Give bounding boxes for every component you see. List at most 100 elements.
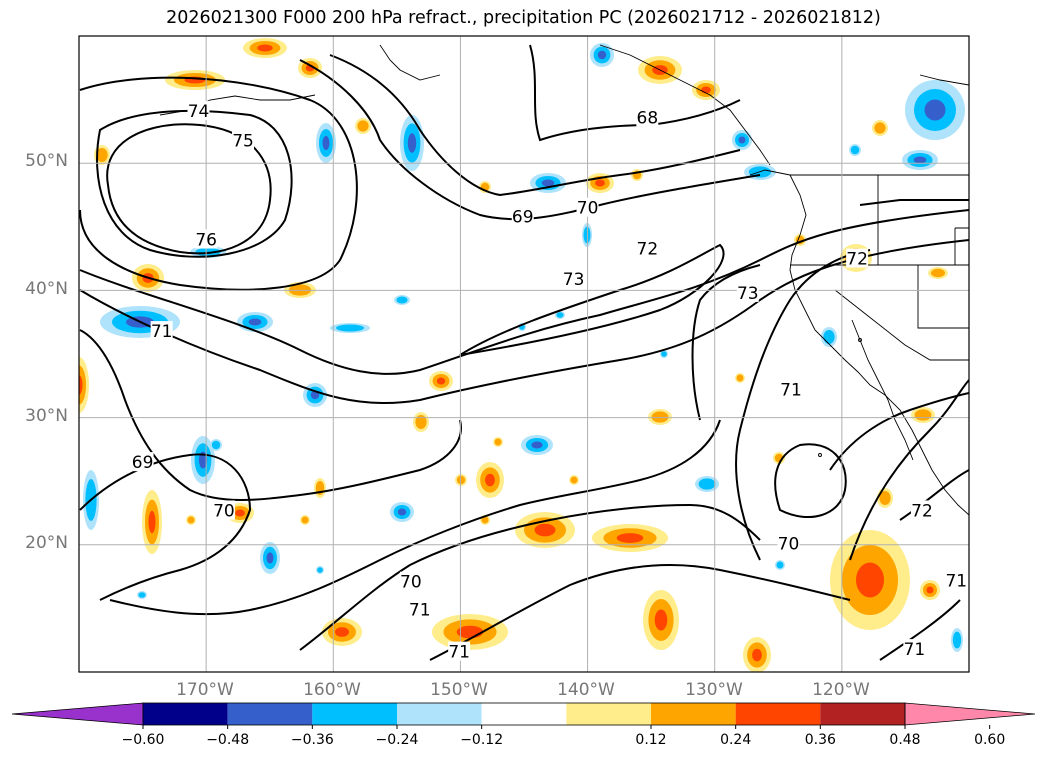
precip-area — [322, 136, 330, 150]
precip-area — [301, 516, 309, 524]
colorbar-bin — [651, 703, 736, 725]
precip-area — [879, 491, 891, 505]
contour-label: 71 — [904, 640, 926, 660]
colorbar-bin — [143, 703, 228, 725]
precip-area — [198, 451, 208, 469]
colorbar-tick-label: 0.24 — [720, 732, 752, 748]
contour-label-bg — [636, 238, 659, 258]
map-frame — [78, 35, 970, 673]
precip-area — [874, 122, 886, 134]
colorbar-extend-min — [11, 702, 144, 726]
colorbar-tick-label: 0.36 — [804, 732, 836, 748]
contour-label: 70 — [577, 199, 599, 219]
contour-label-bg — [511, 206, 534, 226]
map-body — [79, 36, 969, 672]
contour-label: 70 — [778, 535, 800, 555]
precip-area — [138, 592, 146, 598]
precip-area — [654, 609, 668, 631]
contour-label: 73 — [563, 270, 585, 290]
contour-label-bg — [212, 500, 235, 520]
contour-label-bg — [846, 248, 869, 268]
precip-area — [541, 179, 555, 187]
lon-label-140w: 140°W — [557, 680, 615, 700]
contour-label: 72 — [846, 250, 868, 270]
contour-label-bg — [910, 500, 933, 520]
contour-label: 76 — [195, 231, 217, 251]
lat-label-50n: 50°N — [25, 151, 68, 171]
colorbar-bin — [566, 703, 651, 725]
colorbar-bin — [227, 703, 313, 725]
lon-label-160w: 160°W — [303, 680, 361, 700]
colorbar-tick-label: −0.60 — [121, 732, 165, 748]
contour-label: 69 — [512, 208, 534, 228]
precip-area — [317, 567, 323, 573]
precip-area — [335, 627, 349, 637]
lat-label-30n: 30°N — [25, 406, 68, 426]
precip-area — [926, 586, 934, 594]
contour-label-bg — [777, 533, 800, 553]
colorbar-extend-max — [904, 702, 1036, 726]
contour-label-bg — [903, 639, 926, 659]
precip-area — [776, 561, 784, 569]
precip-area — [407, 133, 417, 153]
contour-label: 71 — [780, 381, 802, 401]
contour-label: 68 — [637, 108, 659, 128]
precip-area — [931, 268, 945, 278]
precip-area — [211, 440, 221, 450]
lat-label-40n: 40°N — [25, 279, 68, 299]
colorbar-tick-label: −0.24 — [375, 732, 419, 748]
contour-label-bg — [408, 599, 431, 619]
contour-label-bg — [562, 268, 585, 288]
precip-area — [235, 509, 245, 517]
precip-area — [914, 409, 932, 421]
contour-labels: 74 75 76 68 69 70 72 73 73 72 71 70 72 71 71 71 69 70 70 71… — [131, 101, 968, 663]
precip-area — [248, 318, 262, 326]
colorbar-bin — [820, 703, 905, 725]
lat-label-20n: 20°N — [25, 533, 68, 553]
colorbar-tick-label: −0.12 — [460, 732, 504, 748]
precip-area — [485, 473, 495, 487]
contour-label-bg — [187, 101, 210, 121]
precipitation-shading — [79, 38, 965, 672]
contour-label: 70 — [400, 573, 422, 593]
precip-area — [924, 99, 946, 121]
precip-area — [952, 631, 962, 649]
chart-title: 2026021300 F000 200 hPa refract., precip… — [166, 8, 881, 28]
colorbar-tick-label: −0.36 — [290, 732, 334, 748]
colorbar-bin — [481, 703, 567, 725]
contour-label-bg — [945, 570, 968, 590]
precip-area — [738, 136, 746, 144]
precip-area — [570, 476, 578, 484]
contour-label: 72 — [637, 239, 659, 259]
precip-area — [597, 50, 607, 60]
contour-label-bg — [576, 197, 599, 217]
precip-area — [651, 411, 669, 423]
graticule — [79, 36, 969, 672]
precip-area — [701, 86, 711, 94]
colorbar-tick-label: −0.48 — [206, 732, 250, 748]
precip-area — [661, 351, 667, 357]
contour-label-bg — [636, 107, 659, 127]
colorbar-tick-label: 0.12 — [635, 732, 667, 748]
colorbar — [11, 702, 1036, 729]
precip-area — [336, 324, 364, 332]
contour-label: 71 — [945, 571, 967, 591]
precip-area — [494, 438, 502, 446]
contour-label: 73 — [737, 284, 759, 304]
colorbar-tick-label: 0.48 — [889, 732, 921, 748]
contour-label-bg — [736, 282, 759, 302]
precip-area — [556, 312, 564, 318]
lon-label-170w: 170°W — [176, 680, 234, 700]
precip-area — [698, 478, 716, 490]
precip-area — [616, 533, 644, 543]
precip-area — [357, 120, 369, 132]
contour-label: 71 — [409, 601, 431, 621]
precip-area — [823, 330, 835, 344]
precip-area — [310, 390, 320, 400]
contour-label-bg — [150, 321, 173, 341]
precip-area — [415, 415, 427, 429]
contour-label-bg — [232, 130, 255, 150]
coastlines — [159, 44, 969, 516]
contour-label: 70 — [213, 501, 235, 521]
